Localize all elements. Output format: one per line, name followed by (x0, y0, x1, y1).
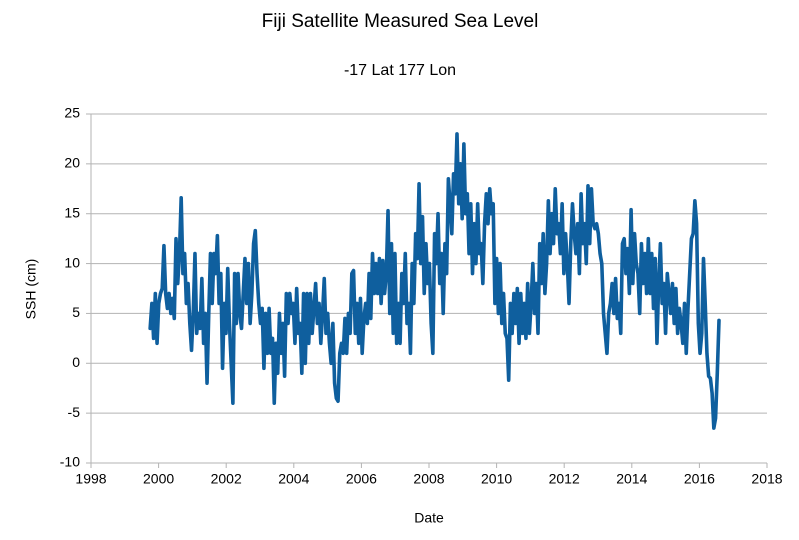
x-tick-label: 2006 (346, 471, 377, 487)
chart-title: Fiji Satellite Measured Sea Level (262, 11, 539, 32)
y-tick-label: 0 (72, 354, 80, 370)
x-tick-label: 2018 (751, 471, 782, 487)
y-tick-label: -10 (60, 454, 80, 470)
x-tick-label: 2014 (616, 471, 647, 487)
x-tick-label: 2008 (413, 471, 444, 487)
x-tick-label: 1998 (75, 471, 106, 487)
x-tick-label: 2002 (211, 471, 242, 487)
y-tick-label: 15 (64, 204, 80, 220)
chart-subtitle: -17 Lat 177 Lon (344, 62, 456, 79)
data-line (148, 132, 721, 430)
x-tick-label: 2000 (143, 471, 174, 487)
x-tick-label: 2004 (278, 471, 309, 487)
x-tick-label: 2012 (549, 471, 580, 487)
y-tick-label: 5 (72, 304, 80, 320)
x-tick-label: 2016 (684, 471, 715, 487)
y-tick-label: 25 (64, 105, 80, 121)
y-tick-label: 20 (64, 155, 80, 171)
y-axis-label: SSH (cm) (23, 259, 39, 320)
y-tick-label: 10 (64, 254, 80, 270)
x-tick-label: 2010 (481, 471, 512, 487)
x-axis-label: Date (414, 510, 444, 526)
y-tick-label: -5 (68, 404, 81, 420)
